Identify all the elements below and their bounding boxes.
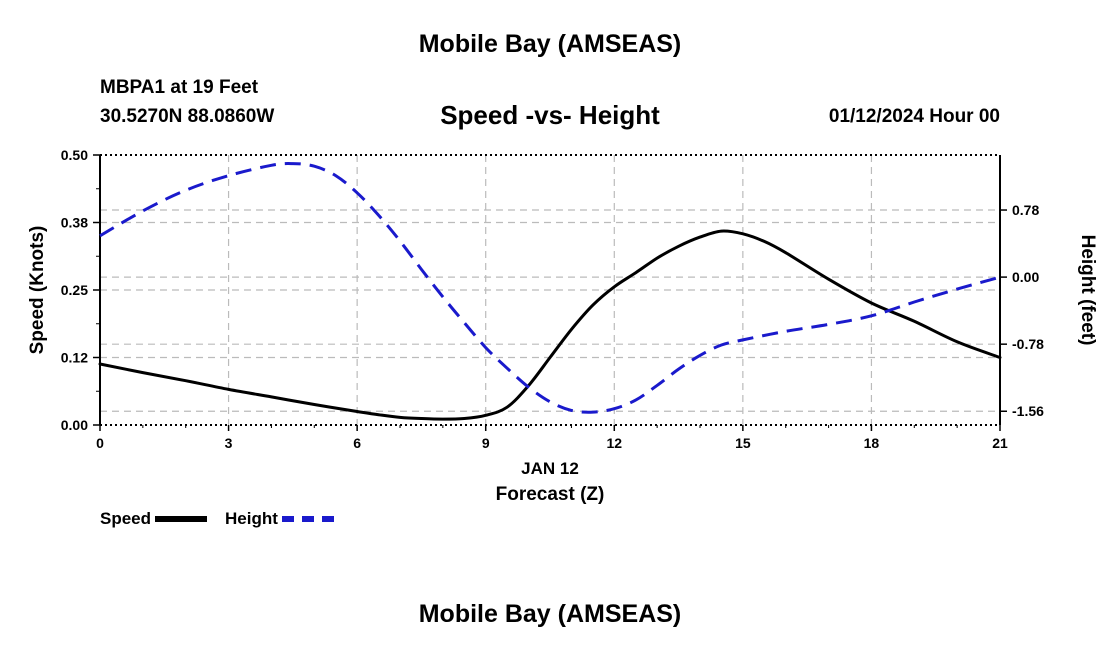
x-tick-label: 9 (482, 435, 490, 451)
legend-item-speed: Speed (100, 509, 208, 529)
grid-lines (100, 154, 1000, 426)
station-coords: 30.5270N 88.0860W (100, 106, 275, 127)
x-tick-label: 12 (606, 435, 622, 451)
speed-height-chart: 0 3 6 9 12 15 18 21 0.00 0.12 0.25 0.38 0.50 -1.56 -0.… (27, 147, 1098, 505)
legend-speed-swatch (155, 516, 208, 522)
x-axis-label: Forecast (Z) (496, 484, 605, 505)
x-tick-label: 21 (992, 435, 1008, 451)
x-tick-label: 3 (225, 435, 233, 451)
x-tick-label: 18 (864, 435, 880, 451)
chart-subtitle: Speed -vs- Height (440, 100, 660, 130)
y-left-tick-label: 0.50 (61, 147, 88, 163)
series-line-height (99, 162, 1001, 414)
y-left-tick-label: 0.00 (61, 417, 88, 433)
legend-speed-label: Speed (100, 509, 152, 528)
y-right-tick-label: -1.56 (1012, 403, 1044, 419)
axis-ticks: 0 3 6 9 12 15 18 21 0.00 0.12 0.25 0.38 0.50 -1.56 -0.… (61, 147, 1044, 451)
y-left-tick-label: 0.25 (61, 282, 88, 298)
footer-title: Mobile Bay (AMSEAS) (418, 600, 682, 628)
legend-height-swatch (281, 516, 334, 522)
x-date-label: JAN 12 (521, 459, 579, 478)
y-axis-right-label: Height (feet) (1077, 235, 1098, 346)
y-right-tick-label: 0.78 (1012, 202, 1039, 218)
x-tick-label: 6 (353, 435, 361, 451)
forecast-datestamp: 01/12/2024 Hour 00 (828, 106, 1000, 127)
y-left-tick-label: 0.38 (61, 215, 88, 231)
series-lines (98, 162, 1002, 421)
legend-item-height: Height (225, 509, 334, 529)
legend-height-label: Height (225, 509, 278, 528)
y-right-tick-label: -0.78 (1012, 336, 1044, 352)
y-left-tick-label: 0.12 (61, 350, 88, 366)
x-tick-label: 15 (735, 435, 751, 451)
station-name: MBPA1 at 19 Feet (100, 77, 259, 98)
x-tick-label: 0 (96, 435, 104, 451)
legend: Speed Height (100, 509, 352, 529)
y-right-tick-label: 0.00 (1012, 269, 1039, 285)
chart-title: Mobile Bay (AMSEAS) (418, 30, 682, 58)
y-axis-left-label: Speed (Knots) (27, 226, 48, 355)
series-line-speed (98, 229, 1002, 421)
